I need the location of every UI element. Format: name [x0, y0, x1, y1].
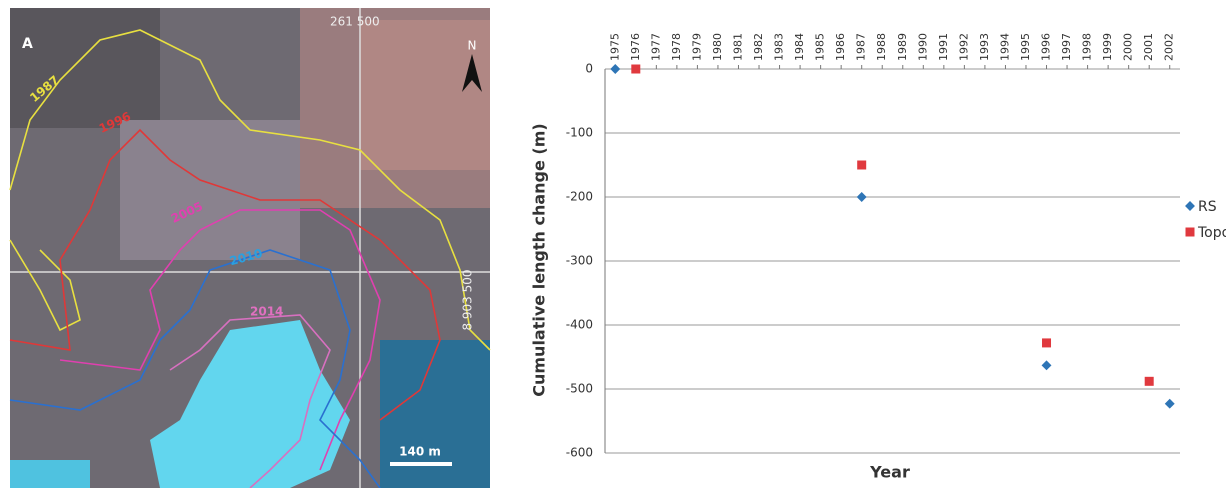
- x-tick-label: 1996: [1040, 33, 1053, 61]
- x-tick-label: 1993: [978, 33, 991, 61]
- data-point: [631, 64, 641, 74]
- contour: [9, 249, 381, 488]
- x-tick-label: 1975: [608, 33, 621, 61]
- contour-label: 2014: [250, 305, 283, 319]
- scale-label: 140 m: [399, 445, 441, 459]
- y-tick-label: 0: [585, 62, 593, 76]
- legend-marker: [1185, 227, 1195, 237]
- coordinate-label: 8 903 500: [461, 269, 475, 330]
- x-axis-title: Year: [869, 463, 910, 482]
- data-point: [857, 160, 867, 170]
- contour: [59, 209, 381, 471]
- x-tick-label: 1979: [690, 33, 703, 61]
- x-tick-label: 1985: [814, 33, 827, 61]
- map-patch: [10, 460, 90, 488]
- lake: [150, 320, 350, 488]
- x-tick-label: 2000: [1122, 33, 1135, 61]
- x-tick-label: 1995: [1019, 33, 1032, 61]
- y-tick-label: -300: [566, 254, 593, 268]
- coordinate-label: 261 500: [330, 15, 380, 29]
- x-tick-label: 2002: [1163, 33, 1176, 61]
- y-tick-label: -400: [566, 318, 593, 332]
- x-tick-label: 1990: [916, 33, 929, 61]
- contour: [9, 128, 441, 421]
- y-tick-label: -200: [566, 190, 593, 204]
- legend-label: RS: [1198, 199, 1217, 215]
- x-tick-label: 1982: [752, 33, 765, 61]
- data-point: [1042, 338, 1052, 348]
- y-axis-title: Cumulative length change (m): [530, 123, 549, 396]
- x-tick-label: 1976: [629, 33, 642, 61]
- x-tick-label: 1981: [731, 33, 744, 61]
- data-point: [856, 192, 867, 202]
- contour: [169, 314, 331, 488]
- x-tick-label: 1997: [1060, 33, 1073, 61]
- map-patch: [10, 8, 160, 128]
- x-tick-label: 1987: [855, 33, 868, 61]
- data-point: [610, 64, 621, 74]
- x-tick-label: 1986: [834, 33, 847, 61]
- x-tick-label: 1977: [649, 33, 662, 61]
- y-tick-label: -600: [566, 446, 593, 460]
- x-tick-label: 1984: [793, 33, 806, 61]
- north-label: N: [468, 39, 477, 53]
- chart: Cumulative length change (m) Year 0 -100 -…: [530, 33, 1226, 482]
- x-tick-label: 1999: [1101, 33, 1114, 61]
- x-tick-label: 1994: [998, 33, 1011, 61]
- data-point: [1144, 376, 1154, 386]
- x-tick-label: 1998: [1081, 33, 1094, 61]
- x-tick-label: 1989: [896, 33, 909, 61]
- x-tick-label: 1991: [937, 33, 950, 61]
- x-tick-label: 2001: [1142, 33, 1155, 61]
- legend-label: Topo: [1197, 225, 1226, 241]
- legend-marker: [1185, 201, 1195, 211]
- x-tick-label: 1980: [711, 33, 724, 61]
- x-tick-label: 1983: [773, 33, 786, 61]
- y-tick-label: -500: [566, 382, 593, 396]
- contour: [9, 29, 491, 351]
- x-tick-label: 1988: [875, 33, 888, 61]
- map-patch: [360, 20, 490, 170]
- data-point: [1041, 360, 1052, 371]
- y-tick-label: -100: [566, 126, 593, 140]
- north-arrow: [462, 54, 482, 92]
- map: A 261 500 8 903 500 N 1987 1996 2005 201…: [9, 8, 491, 488]
- panel-label: A: [22, 36, 33, 52]
- x-tick-label: 1992: [957, 33, 970, 61]
- map-patch: [120, 120, 300, 260]
- x-tick-label: 1978: [670, 33, 683, 61]
- data-point: [1164, 398, 1175, 409]
- contour: [9, 239, 81, 332]
- scale-bar: [390, 462, 452, 466]
